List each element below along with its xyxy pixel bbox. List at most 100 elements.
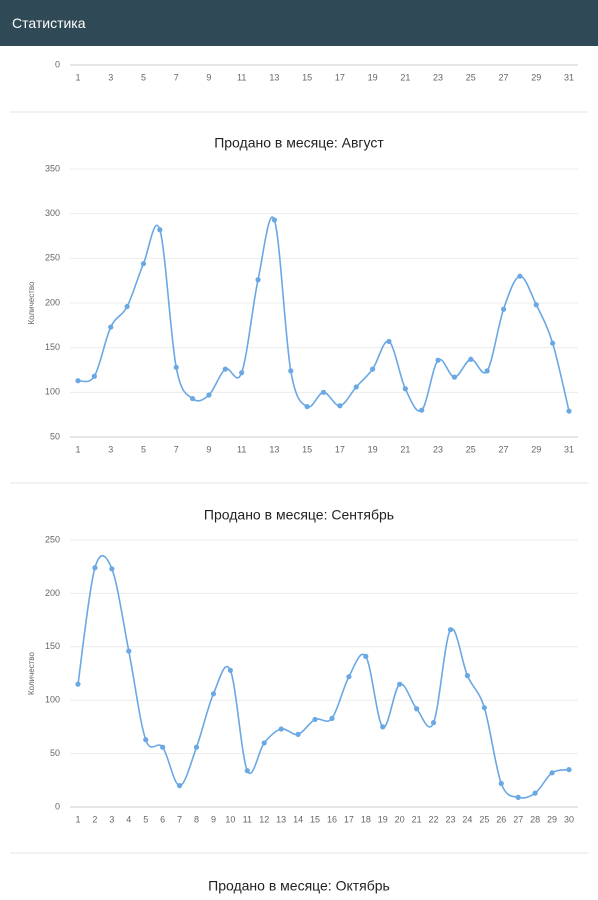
x-tick-label: 29 xyxy=(531,444,541,454)
x-tick-label: 20 xyxy=(395,814,405,824)
data-point xyxy=(140,261,147,267)
data-point xyxy=(91,373,97,379)
data-point xyxy=(380,724,386,730)
data-point xyxy=(206,392,212,398)
y-tick-label: 250 xyxy=(45,534,60,544)
x-tick-label: 21 xyxy=(412,814,422,824)
y-tick-label: 300 xyxy=(45,208,60,218)
data-point xyxy=(451,374,458,380)
data-point xyxy=(363,653,369,660)
x-tick-label: 25 xyxy=(466,444,476,454)
x-tick-label: 16 xyxy=(327,814,337,824)
x-tick-label: 13 xyxy=(269,72,279,82)
y-tick-label: 0 xyxy=(55,59,60,69)
x-tick-label: 9 xyxy=(206,444,211,454)
chart-title: Продано в месяце: Август xyxy=(214,135,384,151)
x-tick-label: 27 xyxy=(499,72,509,82)
x-tick-label: 1 xyxy=(75,72,80,82)
data-point xyxy=(173,364,179,370)
data-point xyxy=(481,705,487,711)
data-point xyxy=(176,783,183,789)
data-point xyxy=(533,302,539,308)
x-tick-label: 8 xyxy=(194,814,199,824)
y-tick-label: 200 xyxy=(45,588,60,598)
x-tick-label: 19 xyxy=(368,444,378,454)
data-point xyxy=(337,403,343,409)
data-point xyxy=(468,356,474,362)
x-tick-label: 22 xyxy=(429,814,439,824)
data-point xyxy=(532,790,538,796)
x-tick-label: 15 xyxy=(310,814,320,824)
x-tick-label: 30 xyxy=(564,814,574,824)
y-tick-label: 150 xyxy=(45,641,60,651)
x-tick-label: 11 xyxy=(243,814,252,824)
data-point xyxy=(295,731,301,737)
data-point xyxy=(278,726,284,732)
data-point xyxy=(261,740,267,746)
x-tick-label: 13 xyxy=(276,814,286,824)
x-tick-label: 10 xyxy=(225,814,235,824)
data-point xyxy=(517,273,523,279)
data-point xyxy=(109,566,115,572)
data-point xyxy=(498,780,504,787)
data-point xyxy=(255,277,261,283)
x-tick-label: 2 xyxy=(92,814,97,824)
data-point xyxy=(414,706,420,712)
data-point xyxy=(346,674,352,680)
data-point xyxy=(108,324,114,330)
data-point xyxy=(271,217,277,223)
data-point xyxy=(320,389,327,395)
x-tick-label: 5 xyxy=(141,72,146,82)
y-axis-label: Количество xyxy=(27,651,36,695)
x-tick-label: 1 xyxy=(75,444,80,454)
data-point xyxy=(419,407,425,413)
data-point xyxy=(124,303,130,310)
x-tick-label: 15 xyxy=(302,444,312,454)
x-tick-label: 23 xyxy=(433,72,443,82)
x-tick-label: 29 xyxy=(531,72,541,82)
y-tick-label: 200 xyxy=(45,297,60,307)
data-point xyxy=(75,681,81,687)
x-tick-label: 17 xyxy=(335,444,345,454)
chart-title: Продано в месяце: Октябрь xyxy=(208,878,390,894)
y-tick-label: 150 xyxy=(45,342,60,352)
series-line xyxy=(77,555,570,799)
x-tick-label: 25 xyxy=(466,72,476,82)
data-point xyxy=(484,368,490,374)
x-tick-label: 4 xyxy=(126,814,131,824)
data-point xyxy=(430,720,437,726)
y-tick-label: 0 xyxy=(55,801,60,811)
x-tick-label: 18 xyxy=(361,814,371,824)
data-point xyxy=(222,366,228,372)
x-tick-label: 1 xyxy=(75,814,80,824)
data-point xyxy=(160,744,166,750)
data-point xyxy=(397,681,403,687)
x-tick-label: 9 xyxy=(206,72,211,82)
x-tick-label: 6 xyxy=(160,814,165,824)
y-tick-label: 350 xyxy=(45,163,60,173)
data-point xyxy=(312,716,318,723)
data-point xyxy=(435,357,441,363)
data-point xyxy=(500,306,507,312)
y-tick-label: 50 xyxy=(50,748,60,758)
y-tick-label: 100 xyxy=(45,387,60,397)
data-point xyxy=(566,408,572,414)
data-point xyxy=(515,794,521,800)
x-tick-label: 19 xyxy=(378,814,388,824)
x-tick-label: 13 xyxy=(269,444,279,454)
x-tick-label: 5 xyxy=(143,814,148,824)
data-point xyxy=(386,338,392,345)
app-title: Статистика xyxy=(12,15,86,31)
x-tick-label: 3 xyxy=(108,72,113,82)
app-bar: Статистика xyxy=(0,0,598,46)
series-line xyxy=(77,216,570,412)
x-tick-label: 17 xyxy=(344,814,354,824)
x-tick-label: 17 xyxy=(335,72,345,82)
x-tick-label: 24 xyxy=(462,814,472,824)
y-tick-label: 250 xyxy=(45,253,60,263)
data-point xyxy=(329,715,335,721)
data-point xyxy=(239,370,245,376)
x-tick-label: 5 xyxy=(141,444,146,454)
